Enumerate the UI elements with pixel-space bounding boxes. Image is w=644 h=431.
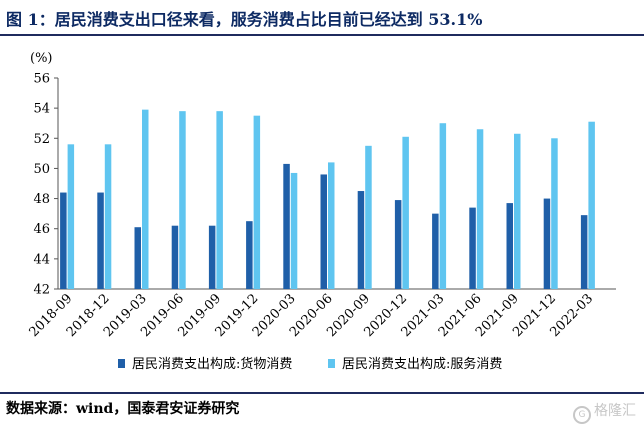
bar-goods: [134, 227, 141, 289]
bar-services: [104, 144, 112, 289]
y-tick-label: 52: [33, 132, 50, 147]
y-tick-label: 48: [33, 192, 50, 207]
watermark-logo-icon: G: [573, 406, 591, 424]
title-rule: [0, 34, 644, 36]
bar-services: [142, 109, 149, 290]
bar-services: [253, 115, 261, 289]
y-tick-label: 50: [33, 162, 50, 177]
y-tick-label: 44: [33, 252, 50, 267]
bar-services: [216, 111, 223, 290]
bar-services: [179, 111, 186, 290]
y-tick-label: 56: [33, 72, 50, 87]
bar-services: [514, 133, 521, 289]
y-tick-label: 54: [33, 102, 50, 117]
data-source: 数据来源：wind，国泰君安证券研究: [6, 401, 240, 417]
bar-services: [290, 172, 298, 289]
bar-services: [328, 162, 335, 289]
legend-swatch-services: [328, 359, 335, 368]
legend-swatch-goods: [118, 359, 125, 368]
bar-goods: [506, 203, 513, 289]
bar-goods: [580, 215, 588, 289]
bar-chart: (%)42444648505254562018-092018-122019-03…: [27, 51, 616, 372]
figure-title: 图 1：居民消费支出口径来看，服务消费占比目前已经达到 53.1%: [6, 10, 483, 29]
bar-goods: [283, 163, 290, 289]
bar-services: [365, 145, 372, 289]
bar-goods: [432, 213, 439, 289]
bar-services: [439, 123, 447, 289]
legend-label-goods: 居民消费支出构成:货物消费: [132, 356, 292, 372]
bar-goods: [394, 200, 402, 289]
bar-goods: [97, 192, 104, 289]
bar-goods: [543, 198, 551, 289]
bar-goods: [469, 207, 476, 289]
bar-services: [588, 121, 595, 289]
watermark: G 格隆汇: [573, 400, 636, 424]
bar-goods: [320, 174, 327, 289]
legend-label-services: 居民消费支出构成:服务消费: [342, 356, 502, 372]
y-tick-label: 46: [33, 222, 50, 237]
bar-services: [67, 144, 75, 289]
bar-goods: [246, 221, 253, 289]
y-axis-label: (%): [30, 51, 53, 66]
watermark-text: 格隆汇: [594, 403, 636, 419]
bar-goods: [208, 225, 216, 289]
bar-services: [551, 138, 558, 289]
bar-goods: [60, 192, 67, 289]
y-tick-label: 42: [33, 283, 50, 298]
bar-goods: [357, 191, 365, 289]
footer-rule: [0, 392, 644, 394]
bar-goods: [171, 225, 179, 289]
bar-services: [402, 136, 409, 289]
bar-services: [476, 129, 484, 289]
